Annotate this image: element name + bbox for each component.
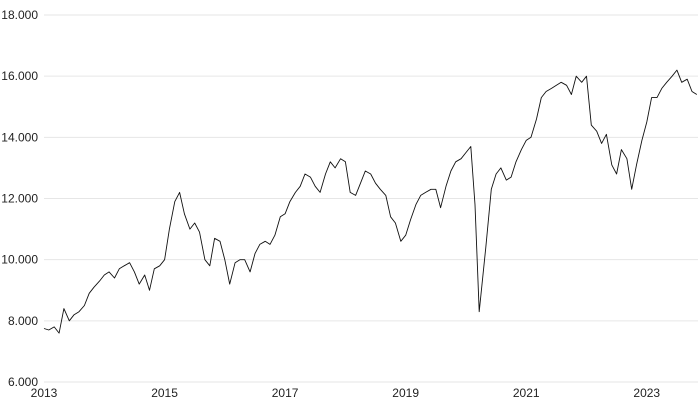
y-tick-label: 18.000 — [1, 8, 38, 22]
x-tick-label: 2019 — [392, 386, 419, 400]
grid — [44, 14, 698, 383]
y-tick-label: 6.000 — [8, 375, 38, 389]
y-tick-label: 16.000 — [1, 69, 38, 83]
y-axis-ticks: 6.000 8.000 10.000 12.000 14.000 16.000 18.000 — [1, 8, 38, 389]
y-tick-label: 12.000 — [1, 192, 38, 206]
x-axis-ticks: 2013 2015 2017 2019 2021 2023 — [31, 386, 661, 400]
y-tick-label: 8.000 — [8, 314, 38, 328]
x-tick-label: 2015 — [151, 386, 178, 400]
y-tick-label: 14.000 — [1, 130, 38, 144]
series-layer — [43, 69, 698, 334]
x-tick-label: 2017 — [272, 386, 299, 400]
x-tick-label: 2021 — [513, 386, 540, 400]
y-tick-label: 10.000 — [1, 253, 38, 267]
x-tick-label: 2013 — [31, 386, 58, 400]
series-line — [43, 69, 698, 334]
x-tick-label: 2023 — [633, 386, 660, 400]
